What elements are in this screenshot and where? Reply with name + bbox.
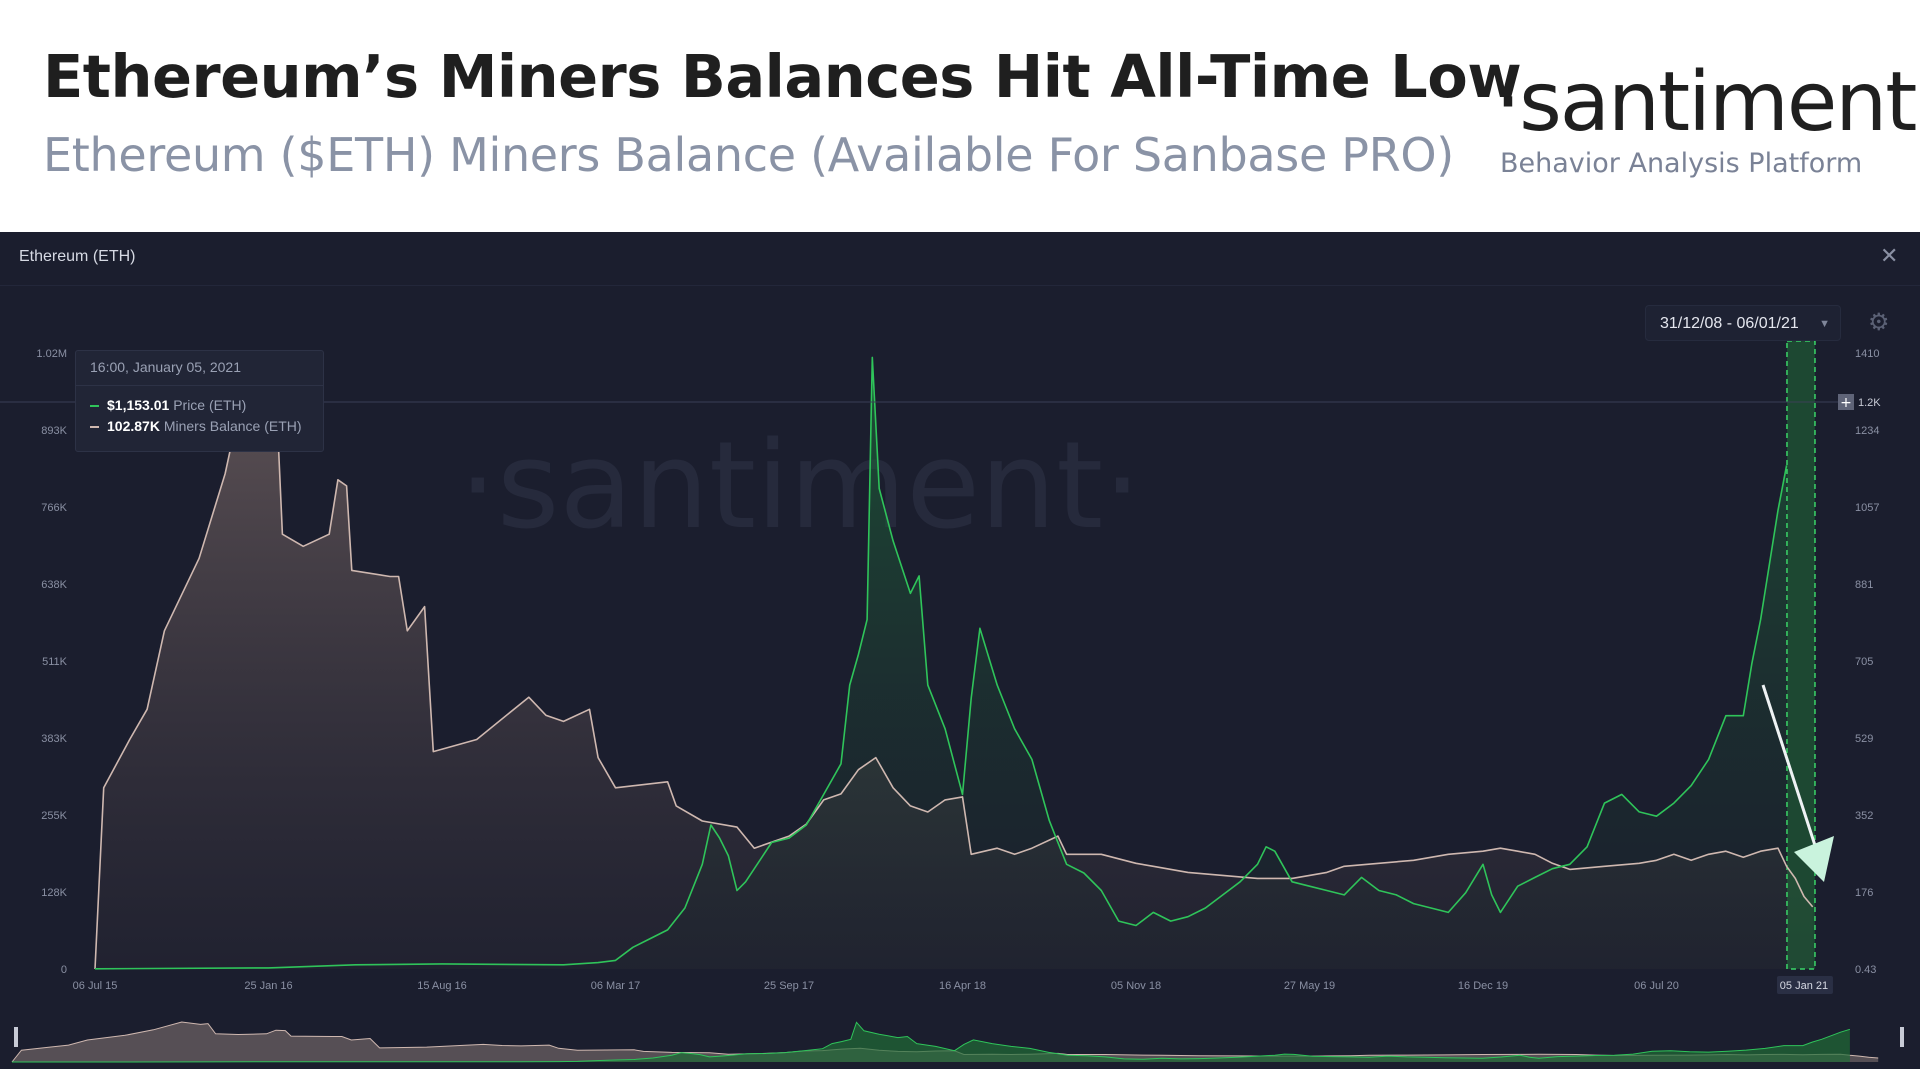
miners-balance-line [94, 352, 1814, 970]
series-lines [94, 352, 1814, 970]
y-right-tick-label: 176 [1855, 887, 1873, 899]
y-left-tick-label: 511K [42, 656, 68, 668]
x-highlight-tick-bg [1776, 976, 1833, 994]
crosshair-value-label: 1.2K [1858, 397, 1881, 409]
tooltip-miners-label: Miners Balance (ETH) [163, 418, 302, 434]
y-right-tick-label: 705 [1855, 656, 1873, 668]
chart-svg[interactable]: ·santiment· 0 128K 255K 383K 511K 638K 766K 893… [0, 232, 1920, 1069]
y-left-tick-label: 893K [41, 425, 67, 437]
tooltip-price-label: Price (ETH) [173, 397, 247, 413]
y-left-tick-label: 0 [61, 964, 67, 976]
price-line [94, 356, 1788, 970]
close-icon[interactable]: ✕ [1880, 244, 1899, 269]
navigator-area [12, 1022, 1850, 1062]
tooltip-row-price: $1,153.01 Price (ETH) [90, 397, 246, 413]
logo-tagline: Behavior Analysis Platform [1500, 148, 1863, 179]
page-subtitle: Ethereum ($ETH) Miners Balance (Availabl… [43, 128, 1454, 182]
y-axis-left: 0 128K 255K 383K 511K 638K 766K 893K 1.02M [36, 348, 67, 976]
x-tick-label: 06 Jul 15 [73, 980, 118, 992]
chart-panel: Ethereum (ETH) ✕ ·santiment· 0 128K 255K 38… [0, 232, 1920, 1069]
y-right-tick-label: 1234 [1855, 425, 1879, 437]
crosshair-plus-bg [1838, 394, 1854, 410]
y-right-tick-label: 881 [1855, 579, 1873, 591]
x-tick-label: 06 Jul 20 [1634, 980, 1679, 992]
tooltip-divider [76, 385, 323, 386]
x-tick-label: 15 Aug 16 [417, 980, 467, 992]
y-axis-right: 0.43 176 352 529 705 881 1057 1234 1410 [1855, 348, 1879, 976]
y-left-tick-label: 383K [41, 733, 67, 745]
date-range-label: 31/12/08 - 06/01/21 [1660, 315, 1799, 332]
gear-icon[interactable]: ⚙ [1868, 308, 1890, 336]
y-left-tick-label: 128K [41, 887, 67, 899]
y-right-tick-label: 1410 [1855, 348, 1879, 360]
chevron-down-icon: ▼ [1819, 318, 1830, 330]
tooltip-date: 16:00, January 05, 2021 [90, 359, 242, 375]
series-areas [95, 353, 1813, 969]
x-tick-label: 06 Mar 17 [591, 980, 641, 992]
navigator[interactable] [0, 1008, 1920, 1069]
navigator-handle-right [1900, 1027, 1904, 1047]
x-tick-label: 16 Dec 19 [1458, 980, 1508, 992]
tooltip-miners-value: 102.87K [107, 418, 160, 434]
page-title: Ethereum’s Miners Balances Hit All-Time … [43, 42, 1522, 111]
tooltip-row-miners: 102.87K Miners Balance (ETH) [90, 418, 302, 434]
y-left-tick-label: 638K [41, 579, 67, 591]
x-tick-label: 25 Jan 16 [244, 980, 292, 992]
panel-title: Ethereum (ETH) [19, 248, 136, 265]
y-right-tick-label: 0.43 [1855, 964, 1876, 976]
tooltip-price-value: $1,153.01 [107, 397, 170, 413]
y-right-tick-label: 529 [1855, 733, 1873, 745]
panel-divider [0, 285, 1920, 286]
x-tick-label: 27 May 19 [1284, 980, 1335, 992]
chart-tooltip: 16:00, January 05, 2021 $1,153.01 Price … [75, 350, 324, 452]
date-range-selector[interactable]: 31/12/08 - 06/01/21 ▼ [1645, 305, 1841, 341]
x-tick-label: 25 Sep 17 [764, 980, 814, 992]
highlight-band-rect [1786, 340, 1816, 970]
x-tick-label: 05 Nov 18 [1111, 980, 1161, 992]
x-axis: 06 Jul 15 25 Jan 16 15 Aug 16 06 Mar 17 25 S… [73, 976, 1833, 994]
y-left-tick-label: 1.02M [36, 348, 67, 360]
price-legend-swatch [90, 405, 99, 408]
navigator-line [11, 1021, 1851, 1063]
chart-watermark: ·santiment· [459, 417, 1142, 556]
santiment-logo: ·santiment· [1495, 55, 1920, 150]
y-left-tick-label: 766K [41, 502, 67, 514]
y-left-tick-label: 255K [41, 810, 67, 822]
x-tick-label: 05 Jan 21 [1780, 980, 1828, 992]
y-right-tick-label: 352 [1855, 810, 1873, 822]
header: Ethereum’s Miners Balances Hit All-Time … [0, 0, 1920, 232]
arrow-head [1794, 836, 1834, 882]
miners-balance-area [95, 353, 1813, 969]
highlight-band [1786, 340, 1816, 970]
y-right-tick-label: 1057 [1855, 502, 1879, 514]
plus-icon: + [1840, 395, 1852, 411]
price-area [95, 357, 1787, 969]
navigator-handle-left [14, 1027, 18, 1047]
x-tick-label: 16 Apr 18 [939, 980, 986, 992]
arrow-shaft [1761, 684, 1824, 868]
miners-legend-swatch [90, 426, 99, 429]
navigator-area [12, 1022, 1879, 1062]
